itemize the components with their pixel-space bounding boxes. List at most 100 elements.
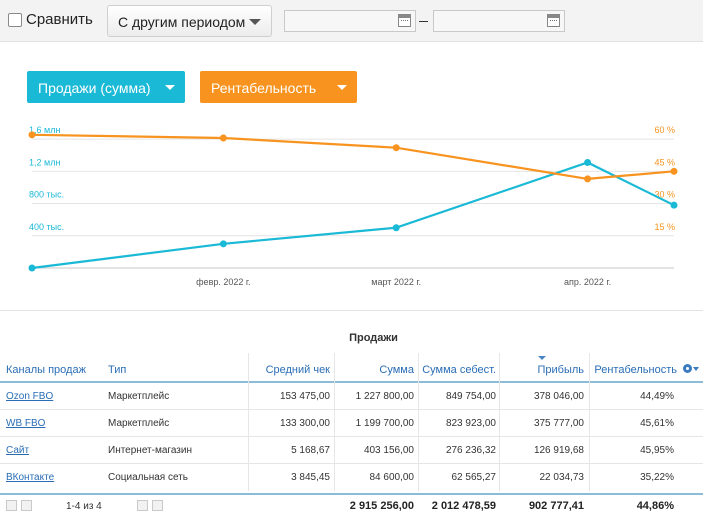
- first-page-button[interactable]: [6, 500, 17, 511]
- sales-chart: 1,6 млн 1,2 млн 800 тыс. 400 тыс. 60 % 45 % 30…: [0, 115, 703, 300]
- next-page-button[interactable]: [137, 500, 148, 511]
- column-header-margin[interactable]: Рентабельность: [594, 364, 677, 376]
- sales-metric-dropdown[interactable]: Продажи (сумма): [27, 71, 185, 103]
- calendar-icon[interactable]: [547, 14, 560, 27]
- column-divider: [589, 464, 590, 491]
- sum-cell: 403 156,00: [363, 445, 414, 456]
- pagination-info: 1-4 из 4: [66, 501, 102, 512]
- column-divider: [334, 464, 335, 491]
- avg-check-cell: 133 300,00: [279, 418, 330, 429]
- series-line: [31, 133, 675, 181]
- column-divider: [334, 383, 335, 410]
- date-range-separator: [419, 21, 428, 22]
- compare-checkbox[interactable]: Сравнить: [8, 11, 93, 28]
- column-divider: [418, 464, 419, 491]
- column-divider: [248, 410, 249, 437]
- channel-link[interactable]: Сайт: [6, 445, 30, 456]
- sales-metric-label: Продажи (сумма): [38, 80, 151, 96]
- cost-cell: 823 923,00: [445, 418, 496, 429]
- profitability-metric-dropdown[interactable]: Рентабельность: [200, 71, 357, 103]
- profit-cell: 378 046,00: [533, 391, 584, 402]
- chevron-down-icon: [249, 19, 261, 25]
- data-point: [670, 201, 678, 209]
- channel-link[interactable]: Ozon FBO: [6, 391, 54, 402]
- column-header-profit[interactable]: Прибыль: [537, 364, 584, 376]
- margin-cell: 35,22%: [640, 472, 674, 483]
- total-profit: 902 777,41: [528, 500, 584, 512]
- checkbox-box[interactable]: [8, 12, 22, 27]
- channel-link[interactable]: WB FBO: [6, 418, 46, 429]
- left-axis-tick-label: 400 тыс.: [29, 222, 64, 232]
- last-page-button[interactable]: [152, 500, 163, 511]
- prev-page-button[interactable]: [21, 500, 32, 511]
- margin-cell: 45,61%: [640, 418, 674, 429]
- column-divider: [418, 410, 419, 437]
- avg-check-cell: 153 475,00: [279, 391, 330, 402]
- divider: [0, 310, 703, 311]
- column-divider: [589, 353, 590, 383]
- type-cell: Интернет-магазин: [108, 445, 192, 456]
- data-point: [28, 131, 36, 139]
- cost-cell: 62 565,27: [451, 472, 497, 483]
- x-axis-tick-label: март 2022 г.: [371, 277, 421, 287]
- left-axis-tick-label: 1,6 млн: [29, 125, 60, 135]
- channel-link[interactable]: ВКонтакте: [6, 472, 55, 483]
- data-point: [28, 264, 36, 272]
- column-divider: [589, 410, 590, 437]
- avg-check-cell: 3 845,45: [291, 472, 330, 483]
- column-divider: [589, 383, 590, 410]
- column-header-avg-check[interactable]: Средний чек: [265, 364, 330, 376]
- right-axis-tick-label: 15 %: [654, 222, 675, 232]
- column-header-type[interactable]: Тип: [108, 364, 127, 376]
- avg-check-cell: 5 168,67: [291, 445, 330, 456]
- calendar-icon[interactable]: [398, 14, 411, 27]
- period-dropdown[interactable]: С другим периодом: [107, 5, 272, 37]
- x-axis-tick-label: апр. 2022 г.: [564, 277, 611, 287]
- margin-cell: 45,95%: [640, 445, 674, 456]
- column-divider: [499, 464, 500, 491]
- right-axis-tick-label: 30 %: [654, 190, 675, 200]
- chart-svg: 1,6 млн 1,2 млн 800 тыс. 400 тыс. 60 % 45 % 30…: [28, 125, 678, 287]
- date-to-input[interactable]: [433, 10, 565, 32]
- table-header: Каналы продаж Тип Средний чек Сумма Сумм…: [0, 353, 703, 383]
- table-row: WB FBO Маркетплейс 133 300,00 1 199 700,…: [0, 410, 703, 437]
- column-divider: [418, 383, 419, 410]
- column-divider: [334, 410, 335, 437]
- column-divider: [334, 437, 335, 464]
- column-divider: [248, 464, 249, 491]
- data-point: [392, 144, 400, 152]
- data-point: [584, 175, 592, 183]
- sum-cell: 1 199 700,00: [355, 418, 414, 429]
- type-cell: Социальная сеть: [108, 472, 188, 483]
- data-point: [584, 158, 592, 166]
- total-cost: 2 012 478,59: [431, 500, 496, 512]
- gear-icon[interactable]: [683, 364, 692, 373]
- data-point: [670, 167, 678, 175]
- column-header-channel[interactable]: Каналы продаж: [6, 364, 86, 376]
- total-margin: 44,86%: [636, 500, 674, 512]
- type-cell: Маркетплейс: [108, 391, 170, 402]
- sort-desc-icon[interactable]: [538, 356, 546, 360]
- column-header-cost[interactable]: Сумма себест.: [422, 364, 496, 376]
- date-from-input[interactable]: [284, 10, 416, 32]
- column-divider: [499, 410, 500, 437]
- right-axis-tick-label: 45 %: [654, 157, 675, 167]
- profit-cell: 375 777,00: [533, 418, 584, 429]
- x-axis-tick-label: февр. 2022 г.: [196, 277, 250, 287]
- profit-cell: 126 919,68: [533, 445, 584, 456]
- column-divider: [334, 353, 335, 383]
- group-header-sales: Продажи: [349, 332, 398, 344]
- table-row: Сайт Интернет-магазин 5 168,67 403 156,0…: [0, 437, 703, 464]
- left-axis-tick-label: 800 тыс.: [29, 190, 64, 200]
- column-divider: [499, 437, 500, 464]
- profit-cell: 22 034,73: [539, 472, 585, 483]
- cost-cell: 276 236,32: [445, 445, 496, 456]
- chevron-down-icon[interactable]: [693, 367, 699, 371]
- compare-label: Сравнить: [26, 11, 93, 28]
- right-axis-tick-label: 60 %: [654, 125, 675, 135]
- toolbar: Сравнить С другим периодом: [0, 0, 703, 42]
- column-divider: [248, 437, 249, 464]
- column-divider: [499, 353, 500, 383]
- chevron-down-icon: [337, 85, 347, 90]
- column-header-sum[interactable]: Сумма: [379, 364, 414, 376]
